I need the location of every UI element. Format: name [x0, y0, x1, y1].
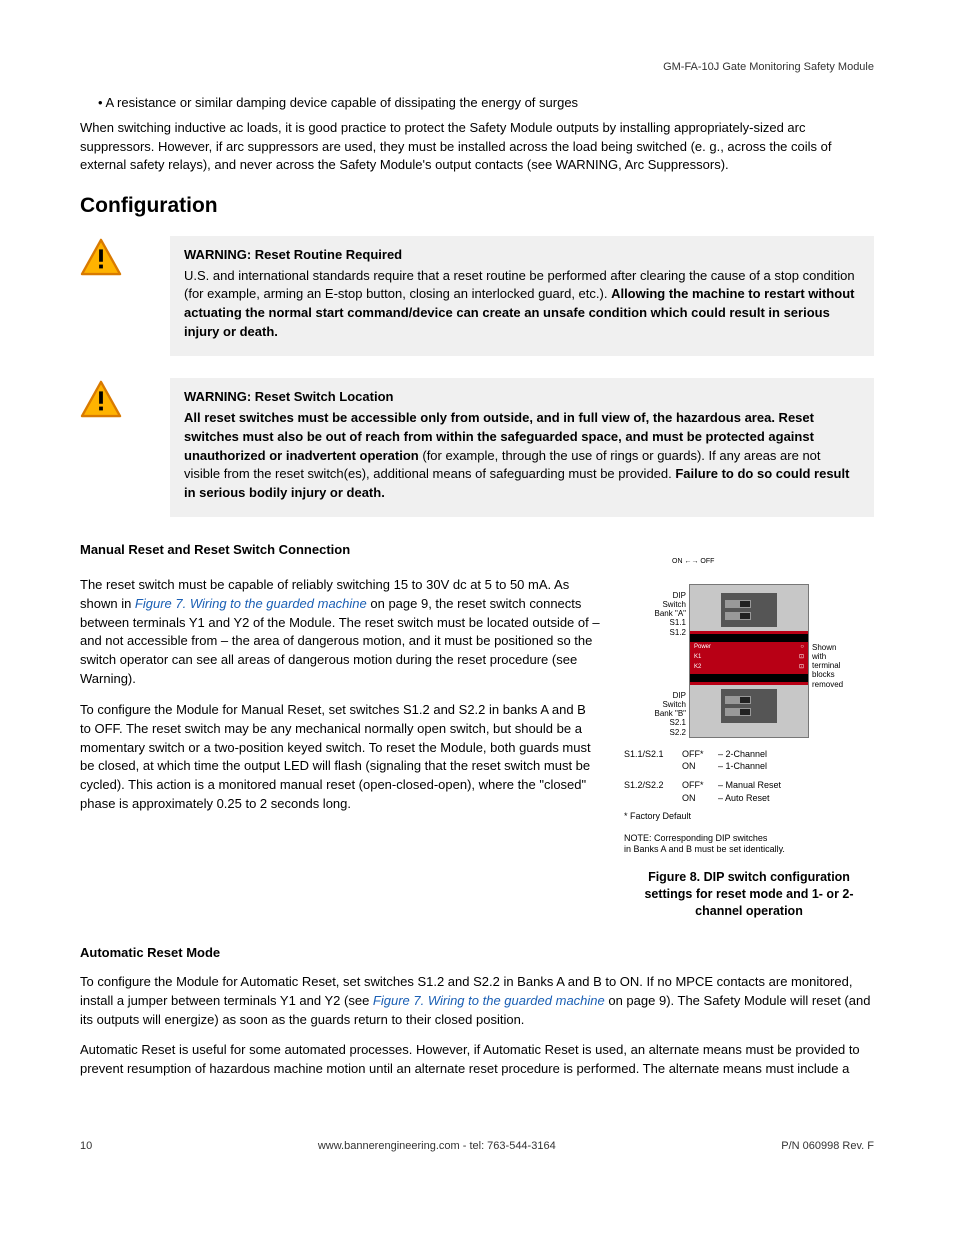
terminal-area: Power○ K1⊡ K2⊡: [690, 631, 808, 685]
legend-desc: – Manual Reset: [718, 779, 781, 792]
figure-7-link[interactable]: Figure 7. Wiring to the guarded machine: [135, 596, 367, 611]
page-footer: 10 www.bannerengineering.com - tel: 763-…: [80, 1139, 874, 1155]
section-title: Configuration: [80, 191, 874, 221]
dip-legend: S1.1/S2.1 OFF* – 2-Channel ON – 1-Channe…: [624, 748, 874, 823]
figure-caption: Figure 8. DIP switch configuration setti…: [624, 869, 874, 920]
doc-header: GM-FA-10J Gate Monitoring Safety Module: [80, 60, 874, 76]
legend-default: * Factory Default: [624, 810, 874, 823]
legend-label: S1.2/S2.2: [624, 779, 682, 792]
bank-b-label: DIP Switch Bank "B" S2.1 S2.2: [642, 691, 686, 737]
dip-note: NOTE: Corresponding DIP switches in Bank…: [624, 833, 874, 856]
manual-p1: The reset switch must be capable of reli…: [80, 576, 600, 689]
intro-bullet: A resistance or similar damping device c…: [98, 94, 874, 113]
figure-7-link[interactable]: Figure 7. Wiring to the guarded machine: [373, 993, 605, 1008]
legend-label: S1.1/S2.1: [624, 748, 682, 761]
footer-right: P/N 060998 Rev. F: [781, 1139, 874, 1155]
warning-icon: [80, 378, 170, 517]
warning-reset-routine: WARNING: Reset Routine Required U.S. and…: [80, 236, 874, 356]
auto-p2: Automatic Reset is useful for some autom…: [80, 1041, 874, 1079]
page-number: 10: [80, 1139, 92, 1155]
auto-reset-heading: Automatic Reset Mode: [80, 944, 874, 963]
warning-reset-switch-location: WARNING: Reset Switch Location All reset…: [80, 378, 874, 517]
legend-desc: – 1-Channel: [718, 760, 767, 773]
legend-state: OFF*: [682, 779, 718, 792]
manual-p2: To configure the Module for Manual Reset…: [80, 701, 600, 814]
warning-title: WARNING: Reset Routine Required: [184, 246, 860, 265]
legend-desc: – 2-Channel: [718, 748, 767, 761]
dip-bank-a: [721, 593, 777, 627]
side-note: Shown with terminal blocks removed: [812, 643, 866, 689]
warning-title: WARNING: Reset Switch Location: [184, 388, 860, 407]
legend-desc: – Auto Reset: [718, 792, 770, 805]
dip-bank-b: [721, 689, 777, 723]
footer-center: www.bannerengineering.com - tel: 763-544…: [318, 1139, 556, 1155]
on-off-label: ON ←→ OFF: [672, 558, 714, 567]
manual-reset-heading: Manual Reset and Reset Switch Connection: [80, 541, 874, 560]
legend-state: OFF*: [682, 748, 718, 761]
legend-state: ON: [682, 760, 718, 773]
warning-icon: [80, 236, 170, 356]
intro-para: When switching inductive ac loads, it is…: [80, 119, 874, 176]
legend-state: ON: [682, 792, 718, 805]
bank-a-label: DIP Switch Bank "A" S1.1 S1.2: [642, 591, 686, 637]
dip-switch-figure: ON ←→ OFF DIP Switch Bank "A" S1.1 S1.2 …: [624, 570, 874, 855]
auto-p1: To configure the Module for Automatic Re…: [80, 973, 874, 1030]
